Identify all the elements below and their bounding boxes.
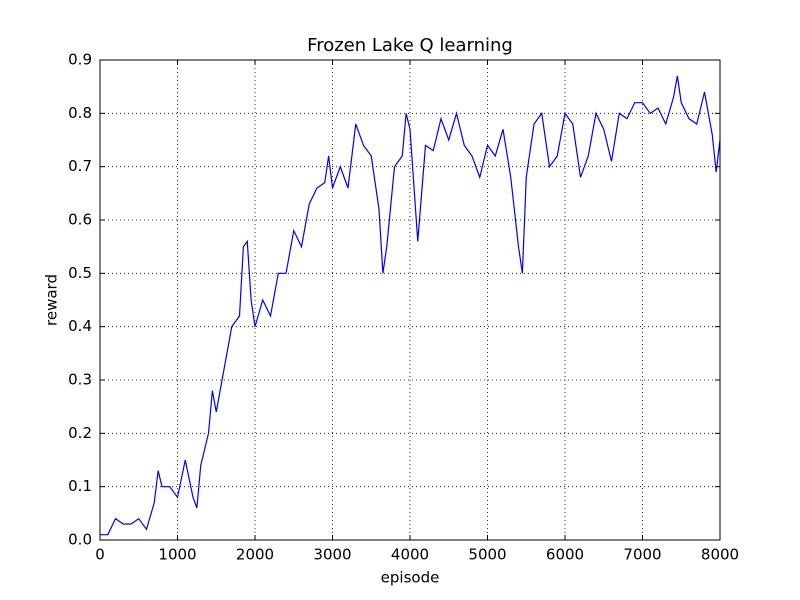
y-tick-label: 0.6: [68, 211, 92, 229]
x-tick-label: 1000: [158, 546, 196, 564]
y-tick-label: 0.7: [68, 157, 92, 175]
plot-frame: [99, 59, 721, 541]
x-tick-label: 6000: [546, 546, 584, 564]
x-tick-label: 0: [95, 546, 105, 564]
y-tick-label: 0.5: [68, 264, 92, 282]
x-tick-label: 4000: [391, 546, 429, 564]
x-axis-label: episode: [381, 569, 440, 587]
chart-title: Frozen Lake Q learning: [307, 35, 513, 56]
x-tick-label: 3000: [313, 546, 351, 564]
y-tick-label: 0.4: [68, 317, 92, 335]
y-tick-label: 0.3: [68, 371, 92, 389]
y-tick-label: 0.2: [68, 424, 92, 442]
y-tick-label: 0.9: [68, 51, 92, 69]
y-tick-label: 0.1: [68, 477, 92, 495]
y-axis-label: reward: [43, 274, 61, 326]
x-tick-label: 2000: [236, 546, 274, 564]
y-tick-label: 0.8: [68, 104, 92, 122]
y-tick-label: 0.0: [68, 531, 92, 549]
data-line: [100, 75, 721, 536]
x-tick-label: 7000: [623, 546, 661, 564]
x-tick-label: 5000: [468, 546, 506, 564]
x-tick-label: 8000: [701, 546, 739, 564]
